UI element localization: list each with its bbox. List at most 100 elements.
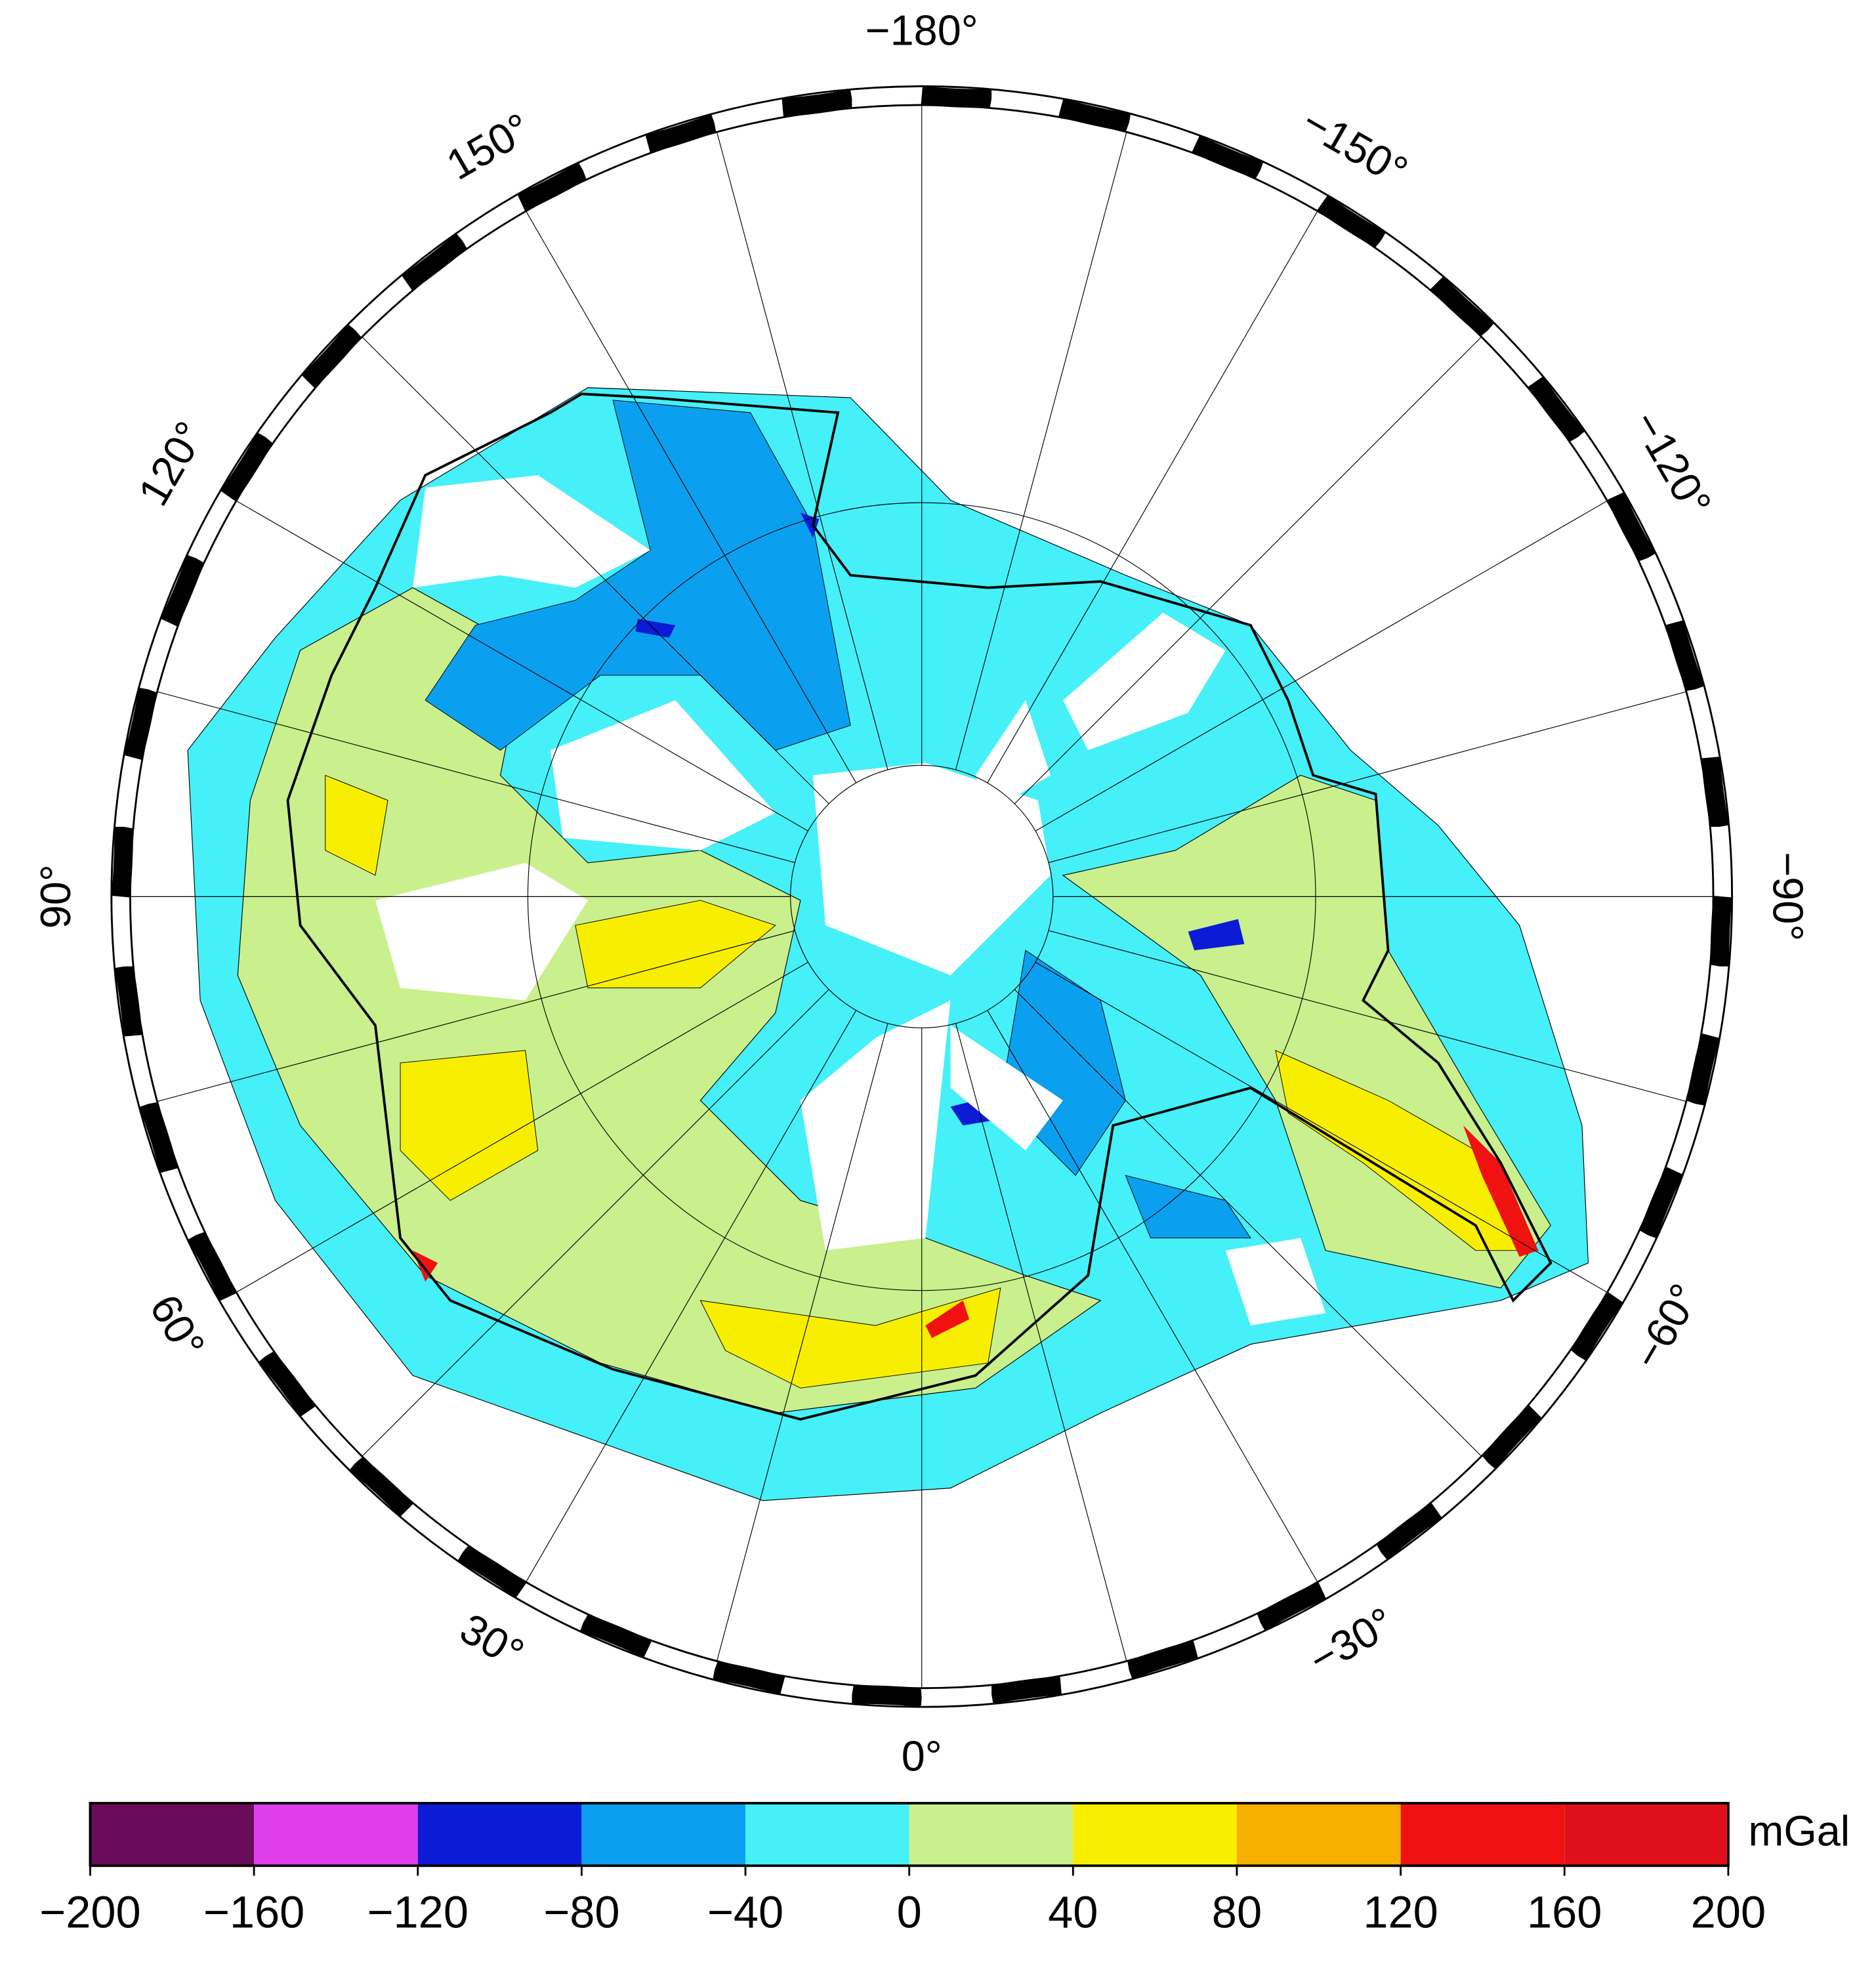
longitude-label: 30° <box>452 1604 532 1677</box>
frame-segment <box>1430 276 1495 338</box>
frame-segment <box>921 86 992 108</box>
frame-segment <box>1606 491 1656 563</box>
meridian <box>157 691 795 864</box>
longitude-label: −120° <box>1623 403 1721 524</box>
frame-segment <box>713 98 785 133</box>
frame-segment <box>645 114 718 154</box>
frame-segment <box>579 135 652 180</box>
frame-segment <box>1316 195 1386 249</box>
frame-segment <box>1192 1614 1264 1658</box>
meridian <box>955 132 1127 770</box>
longitude-label: 0° <box>902 1732 942 1780</box>
meridian <box>1035 961 1608 1293</box>
meridian <box>1048 691 1687 864</box>
frame-segment <box>123 687 157 761</box>
colorbar-tick-label: 40 <box>1048 1887 1098 1938</box>
frame-segment <box>401 1502 469 1560</box>
frame-segment <box>220 432 274 502</box>
frame-segment <box>645 1640 718 1679</box>
meridian <box>362 989 829 1457</box>
meridian <box>236 500 808 831</box>
map-frame <box>110 85 1734 1708</box>
frame-segment <box>1125 114 1198 154</box>
frame-segment <box>1638 1166 1683 1239</box>
frame-segment <box>517 1581 589 1631</box>
frame-segment <box>1570 432 1623 502</box>
meridian <box>1014 336 1482 804</box>
colorbar-segment <box>1073 1803 1237 1866</box>
frame-segment <box>1255 162 1327 212</box>
coastline <box>286 392 1553 1421</box>
frame-segment <box>1375 1502 1442 1560</box>
frame-segment <box>457 195 527 249</box>
frame-segment <box>160 1166 205 1239</box>
meridian <box>1048 930 1687 1102</box>
frame-segment <box>782 89 854 117</box>
colorbar-tick-label: −200 <box>39 1887 141 1938</box>
frame-segment <box>123 1033 157 1106</box>
frame-segment <box>1701 757 1729 829</box>
frame-segment <box>139 1100 178 1173</box>
meridian <box>526 211 857 783</box>
colorbar-segment <box>1400 1803 1565 1866</box>
meridian <box>1035 500 1608 831</box>
frame-segment <box>1710 896 1732 967</box>
longitude-label: −180° <box>865 7 978 54</box>
frame-segment <box>1701 965 1729 1037</box>
frame-edge <box>129 104 1715 1690</box>
frame-segment <box>1480 324 1542 388</box>
frame-segment <box>1430 1455 1495 1517</box>
frame-segment <box>579 1614 652 1658</box>
frame-segment <box>349 276 414 338</box>
meridian <box>716 1023 888 1661</box>
colorbar-tick-label: 120 <box>1363 1887 1438 1938</box>
colorbar-segment <box>581 1803 746 1866</box>
frame-segment <box>1192 135 1264 180</box>
frame-segment <box>1528 1350 1585 1417</box>
frame-segment <box>990 89 1062 117</box>
frame-segment <box>258 1350 316 1417</box>
frame-segment <box>301 1404 363 1469</box>
frame-segment <box>1665 620 1705 693</box>
frame-segment <box>401 233 469 291</box>
frame-segment <box>114 965 142 1037</box>
frame-segment <box>1125 1640 1198 1679</box>
frame-segment <box>301 324 363 388</box>
frame-segment <box>1316 1544 1386 1598</box>
colorbar-tick-label: 0 <box>897 1887 922 1938</box>
frame-segment <box>188 1230 237 1301</box>
frame-segment <box>139 620 178 693</box>
colorbar-segment <box>90 1803 255 1866</box>
frame-segment <box>782 1676 854 1704</box>
longitude-label: 60° <box>141 1286 215 1366</box>
frame-segment <box>111 896 134 967</box>
colorbar-segment <box>909 1803 1073 1866</box>
meridian <box>236 961 808 1293</box>
gravity-field <box>187 387 1589 1501</box>
colorbar-segment <box>745 1803 909 1866</box>
frame-segment <box>852 1685 923 1707</box>
colorbar-tick-label: −80 <box>543 1887 619 1938</box>
frame-segment <box>1686 687 1720 761</box>
frame-segment <box>1686 1033 1720 1106</box>
colorbar-tick-label: 160 <box>1527 1887 1602 1938</box>
frame-edge <box>110 85 1734 1708</box>
frame-segment <box>457 1544 527 1598</box>
colorbar-tick-label: 80 <box>1212 1887 1262 1938</box>
frame-segment <box>160 554 205 627</box>
frame-segment <box>921 1685 992 1707</box>
colorbar-unit: mGal <box>1748 1807 1850 1855</box>
graticule <box>130 105 1714 1688</box>
colorbar-tick-label: −40 <box>707 1887 783 1938</box>
colorbar-tick-label: −120 <box>367 1887 469 1938</box>
frame-segment <box>517 162 589 212</box>
frame-segment <box>1058 98 1131 133</box>
longitude-label: −30° <box>1301 1598 1402 1684</box>
frame-segment <box>1375 233 1442 291</box>
frame-segment <box>713 1661 785 1695</box>
frame-segment <box>114 757 142 829</box>
frame-segment <box>1570 1291 1623 1361</box>
meridian <box>987 1010 1318 1583</box>
